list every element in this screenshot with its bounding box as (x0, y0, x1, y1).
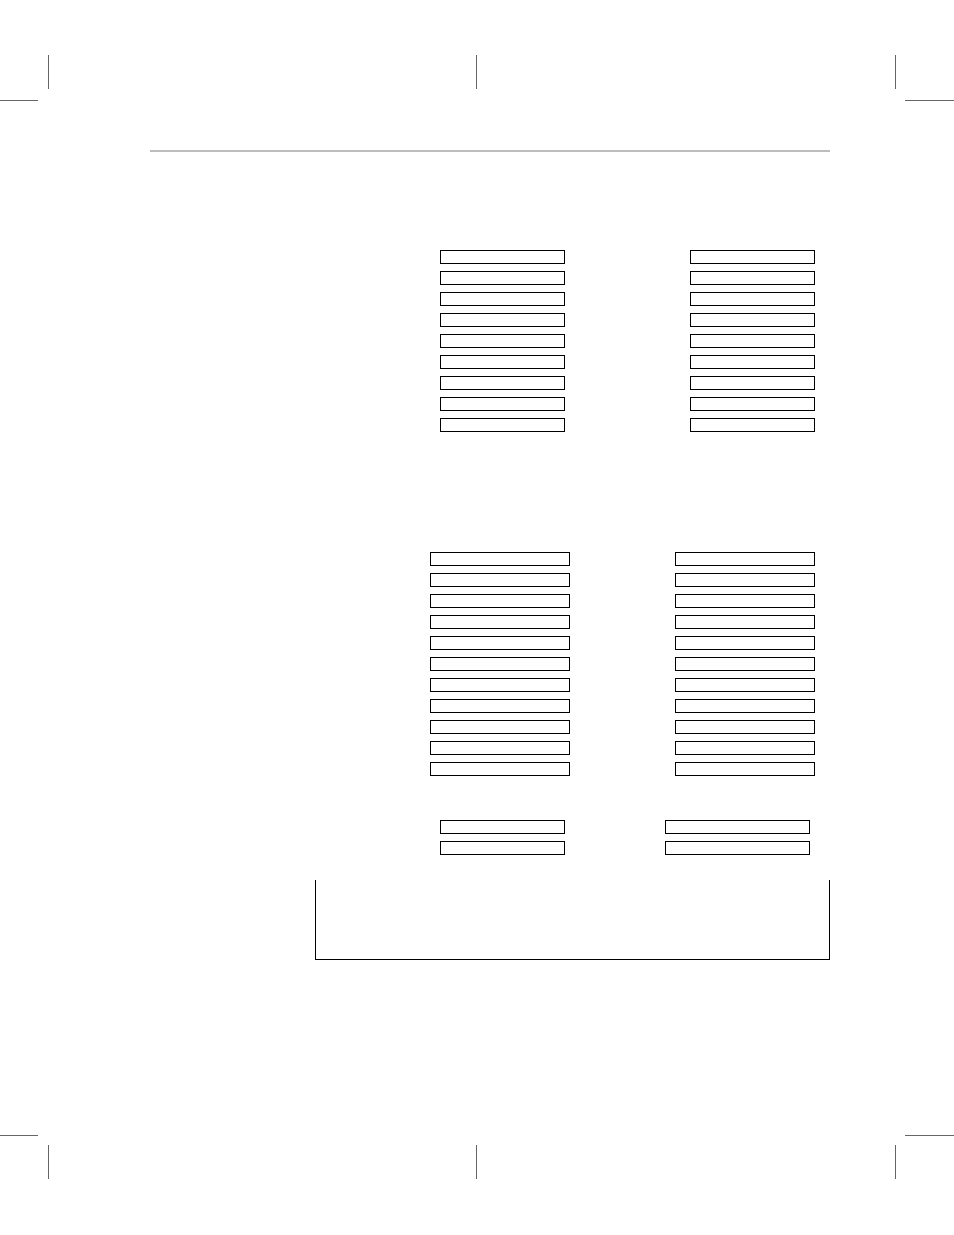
crop-mark (895, 1145, 896, 1179)
crop-mark (48, 55, 49, 89)
form-field[interactable] (430, 594, 570, 608)
form-field[interactable] (440, 397, 565, 411)
form-field[interactable] (675, 657, 815, 671)
section2-left-col (430, 552, 570, 783)
form-field[interactable] (690, 292, 815, 306)
form-field[interactable] (675, 762, 815, 776)
crop-mark (905, 100, 954, 101)
section1-right-col (690, 250, 815, 439)
section2-right-col (675, 552, 815, 783)
form-field[interactable] (675, 636, 815, 650)
form-field[interactable] (430, 615, 570, 629)
form-field[interactable] (675, 594, 815, 608)
form-field[interactable] (440, 313, 565, 327)
form-field[interactable] (440, 820, 565, 834)
section3-left-col (440, 820, 565, 862)
form-field[interactable] (430, 657, 570, 671)
form-field[interactable] (430, 741, 570, 755)
form-field[interactable] (440, 271, 565, 285)
form-field[interactable] (440, 292, 565, 306)
form-field[interactable] (690, 313, 815, 327)
form-field[interactable] (690, 397, 815, 411)
form-field[interactable] (440, 376, 565, 390)
crop-mark (476, 1145, 477, 1179)
form-field[interactable] (675, 699, 815, 713)
form-field[interactable] (690, 355, 815, 369)
form-field[interactable] (430, 678, 570, 692)
section1-left-col (440, 250, 565, 439)
crop-mark (0, 1135, 38, 1136)
section3-right-col (665, 820, 810, 862)
form-field[interactable] (440, 334, 565, 348)
form-field[interactable] (675, 720, 815, 734)
form-field[interactable] (690, 250, 815, 264)
form-field[interactable] (690, 271, 815, 285)
form-field[interactable] (430, 573, 570, 587)
form-field[interactable] (440, 418, 565, 432)
crop-mark (0, 100, 38, 101)
form-field[interactable] (430, 762, 570, 776)
crop-mark (895, 55, 896, 89)
form-field[interactable] (440, 250, 565, 264)
form-field[interactable] (675, 741, 815, 755)
form-field[interactable] (430, 636, 570, 650)
crop-mark (905, 1135, 954, 1136)
form-field[interactable] (440, 355, 565, 369)
form-field[interactable] (430, 699, 570, 713)
form-field[interactable] (440, 841, 565, 855)
crop-mark (48, 1145, 49, 1179)
form-field[interactable] (665, 841, 810, 855)
form-field[interactable] (430, 552, 570, 566)
form-field[interactable] (675, 552, 815, 566)
form-field[interactable] (690, 334, 815, 348)
form-field[interactable] (665, 820, 810, 834)
form-field[interactable] (690, 376, 815, 390)
crop-mark (476, 55, 477, 89)
form-field[interactable] (430, 720, 570, 734)
form-field[interactable] (675, 573, 815, 587)
form-field[interactable] (675, 615, 815, 629)
header-rule (150, 150, 830, 152)
form-field[interactable] (690, 418, 815, 432)
form-field[interactable] (675, 678, 815, 692)
comments-box[interactable] (315, 880, 830, 960)
